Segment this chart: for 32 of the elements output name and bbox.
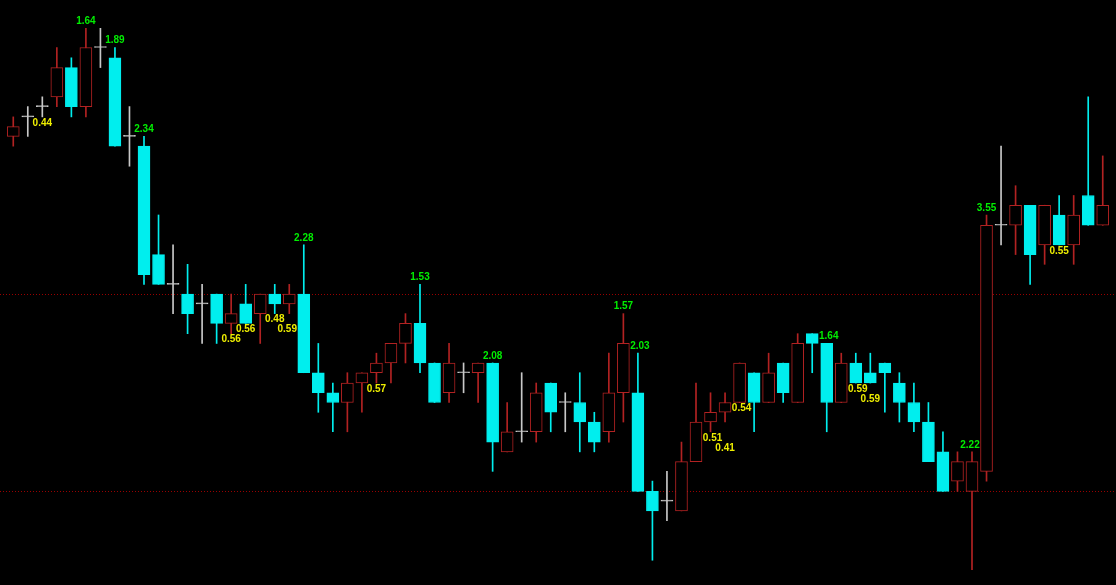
text: 0.48 (265, 313, 285, 325)
text: 2.28 (294, 231, 314, 243)
text: 2.34 (134, 123, 154, 135)
candlestick (326, 382, 340, 433)
text: 0.59 (860, 392, 881, 404)
text: 1.57 (613, 300, 634, 312)
text: 0.55 (1049, 244, 1069, 256)
candlestick (195, 284, 209, 344)
text: 0.54 (731, 402, 752, 414)
candlestick (355, 372, 369, 413)
candlestick (1081, 96, 1095, 226)
text: 1.64 (76, 14, 96, 26)
text: 2.03 (630, 339, 650, 351)
candlestick (21, 106, 35, 137)
text: 0.56 (235, 323, 256, 335)
text: 1.89 (105, 34, 125, 46)
candlestick (573, 372, 587, 453)
text: 0.41 (715, 441, 735, 453)
text: 3.55 (976, 201, 997, 213)
candlestick (515, 372, 529, 443)
text: 0.44 (32, 116, 53, 128)
text: 0.59 (277, 323, 297, 335)
candlestick (994, 145, 1008, 246)
text: 1.64 (819, 330, 839, 342)
text: 0.51 (702, 431, 723, 443)
text: 2.22 (960, 438, 980, 450)
text: 1.53 (410, 271, 430, 283)
text: 2.08 (482, 349, 503, 361)
candlestick (660, 471, 674, 522)
text: 0.56 (221, 333, 241, 345)
text: 0.57 (366, 382, 387, 394)
text: 0.59 (848, 382, 868, 394)
